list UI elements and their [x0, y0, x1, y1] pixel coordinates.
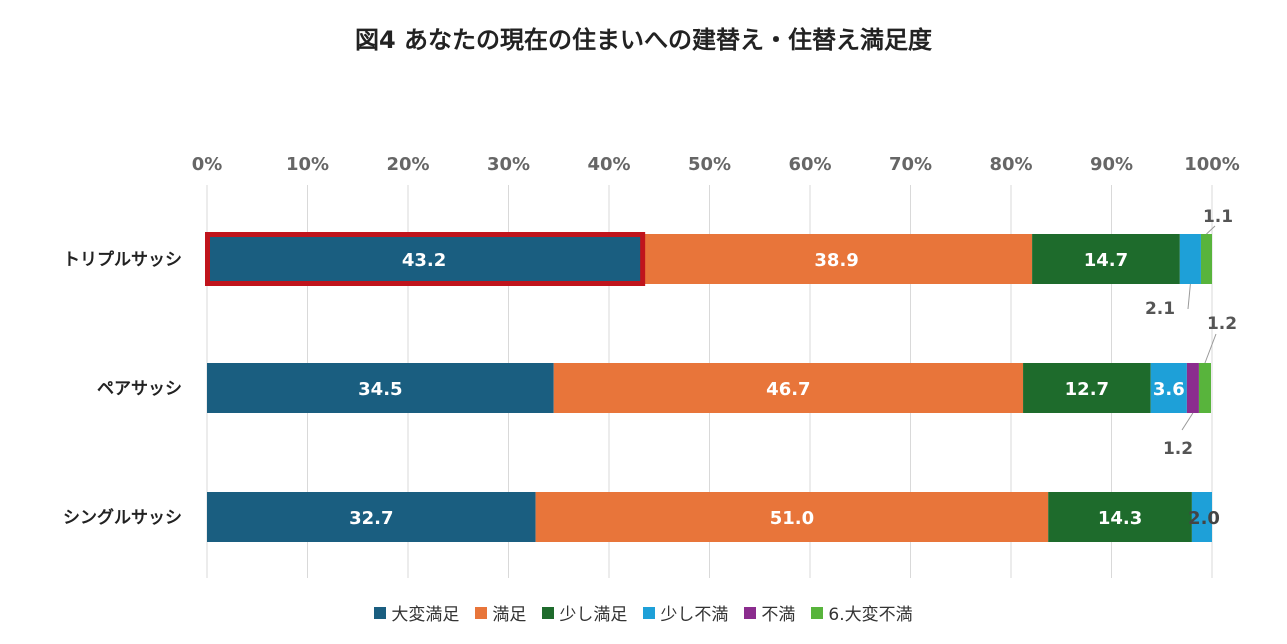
category-label: ペアサッシ — [97, 379, 182, 399]
bar-segment — [207, 363, 554, 413]
x-tick-label: 50% — [688, 154, 731, 175]
bar-segment — [207, 234, 642, 284]
data-label: 1.2 — [1163, 439, 1193, 459]
category-label: トリプルサッシ — [63, 249, 182, 270]
data-label: 43.2 — [402, 250, 446, 271]
legend-label: 少し不満 — [660, 605, 729, 625]
x-axis-ticks: 0% 10% 20% 30% 40% 50% 60% 70% 80% 90% 100% — [192, 154, 1240, 175]
data-label: 46.7 — [766, 379, 810, 400]
legend-label: 6.大変不満 — [828, 605, 913, 625]
legend-swatch — [744, 606, 757, 619]
legend-swatch — [475, 606, 488, 619]
x-tick-label: 60% — [788, 154, 831, 175]
legend-item: 不満 — [744, 600, 795, 625]
bar-segment — [641, 234, 1033, 284]
legend-label: 不満 — [761, 605, 796, 625]
x-tick-label: 20% — [386, 154, 429, 175]
x-tick-label: 40% — [587, 154, 630, 175]
data-label: 34.5 — [358, 379, 402, 400]
callout-line — [1181, 412, 1194, 431]
bar-segment — [1048, 492, 1192, 542]
bar-segment — [207, 492, 536, 542]
legend-item: 6.大変不満 — [811, 600, 913, 625]
callout-line — [1206, 225, 1216, 235]
legend-label: 少し満足 — [559, 605, 628, 625]
legend-item: 満足 — [475, 600, 526, 625]
x-tick-label: 0% — [192, 154, 223, 175]
bar-segment — [1032, 234, 1180, 284]
bars — [205, 232, 1212, 542]
category-label: シングルサッシ — [63, 507, 182, 528]
data-label: 14.3 — [1098, 508, 1142, 529]
bar-segment — [1200, 234, 1212, 284]
data-label: 14.7 — [1084, 250, 1128, 271]
bar-segment — [1198, 363, 1211, 413]
chart-title: 図4 あなたの現在の住まいへの建替え・住替え満足度 — [354, 26, 933, 54]
data-label: 32.7 — [349, 508, 393, 529]
legend-swatch — [643, 606, 656, 619]
callout-line — [1204, 333, 1217, 364]
data-label: 1.2 — [1207, 314, 1237, 334]
legend: 大変満足 満足 少し満足 少し不満 不満 6.大変不満 — [0, 600, 1287, 625]
legend-swatch — [542, 606, 555, 619]
legend-swatch — [811, 606, 824, 619]
bar-segment — [1150, 363, 1187, 413]
legend-item: 少し不満 — [643, 600, 728, 625]
x-tick-label: 70% — [889, 154, 932, 175]
data-label: 38.9 — [814, 250, 858, 271]
legend-item: 少し満足 — [542, 600, 627, 625]
bar-segment — [553, 363, 1024, 413]
x-tick-label: 10% — [286, 154, 329, 175]
bar-segment — [1191, 492, 1212, 542]
bar-segment — [1023, 363, 1151, 413]
data-label: 2.0 — [1188, 508, 1220, 529]
x-tick-label: 80% — [989, 154, 1032, 175]
highlight-box — [205, 232, 646, 286]
legend-item: 大変満足 — [374, 600, 459, 625]
legend-label: 満足 — [492, 605, 527, 625]
callout-line — [1187, 283, 1191, 310]
data-label: 12.7 — [1065, 379, 1109, 400]
data-label: 1.1 — [1203, 207, 1233, 227]
x-tick-label: 100% — [1184, 154, 1240, 175]
bar-segment — [1186, 363, 1199, 413]
data-label: 3.6 — [1153, 379, 1185, 400]
x-tick-label: 30% — [487, 154, 530, 175]
legend-swatch — [374, 606, 387, 619]
bar-segment — [535, 492, 1049, 542]
x-tick-label: 90% — [1090, 154, 1133, 175]
legend-label: 大変満足 — [391, 605, 460, 625]
data-label: 2.1 — [1145, 299, 1175, 319]
data-labels: 43.2 38.9 14.7 34.5 46.7 12.7 3.6 32.7 51.0 14.3 1… — [349, 207, 1237, 529]
bar-segment — [1179, 234, 1201, 284]
data-label: 51.0 — [770, 508, 814, 529]
